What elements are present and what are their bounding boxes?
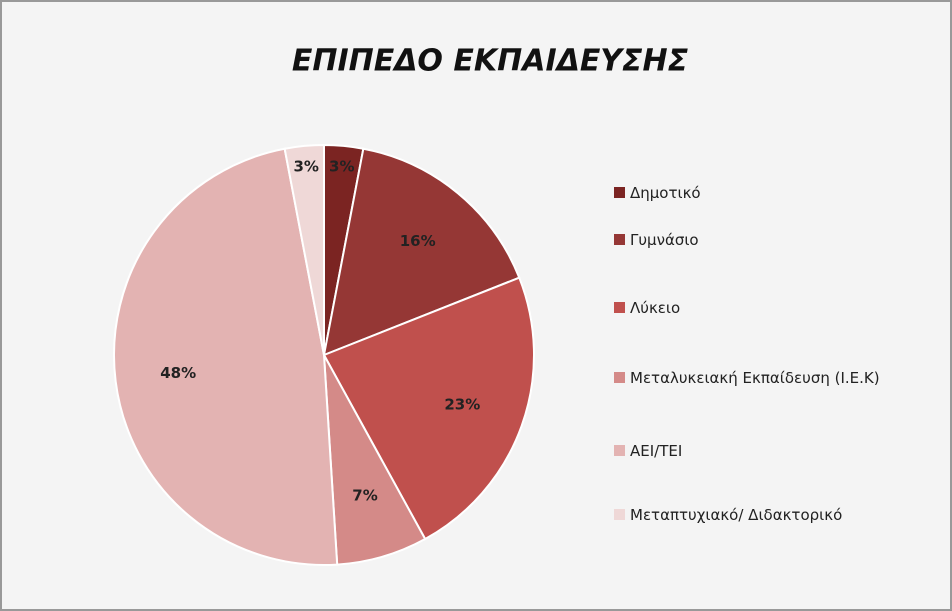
value-label: 23% (444, 395, 480, 413)
value-label: 16% (400, 232, 436, 250)
legend-swatch (614, 187, 625, 198)
legend-label: Λύκειο (630, 299, 681, 317)
legend-label: Γυμνάσιο (630, 231, 699, 249)
legend-item: Δημοτικό (614, 180, 944, 206)
legend-swatch (614, 234, 625, 245)
pie-slice (283, 143, 325, 356)
legend-label: Μεταλυκειακή Εκπαίδευση (Ι.Ε.Κ) (630, 369, 880, 387)
value-label: 3% (329, 157, 354, 175)
legend-label: ΑΕΙ/ΤΕΙ (630, 442, 683, 460)
pie-slice (113, 147, 339, 566)
pie-slice (322, 276, 535, 541)
value-label: 3% (293, 157, 318, 175)
value-label: 48% (160, 364, 196, 382)
legend-item: Λύκειο (614, 295, 944, 321)
legend-swatch (614, 509, 625, 520)
legend-swatch (614, 372, 625, 383)
pie-slice (322, 147, 521, 357)
legend-item: Μεταλυκειακή Εκπαίδευση (Ι.Ε.Κ) (614, 365, 944, 391)
chart-title: ΕΠΙΠΕΔΟ ΕΚΠΑΙΔΕΥΣΗΣ (292, 44, 689, 79)
legend-item: Γυμνάσιο (614, 227, 944, 253)
legend-item: ΑΕΙ/ΤΕΙ (614, 438, 944, 464)
legend-label: Δημοτικό (630, 184, 701, 202)
legend-item: Μεταπτυχιακό/ Διδακτορικό (614, 502, 944, 528)
value-label: 7% (352, 487, 377, 505)
legend-swatch (614, 445, 625, 456)
legend-label: Μεταπτυχιακό/ Διδακτορικό (630, 506, 843, 524)
legend-swatch (614, 302, 625, 313)
